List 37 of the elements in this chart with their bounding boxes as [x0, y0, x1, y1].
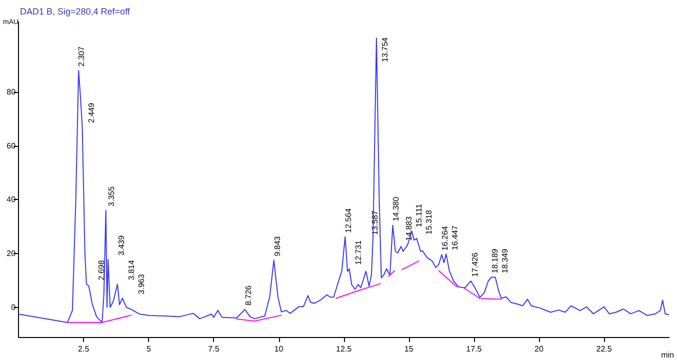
annotation: 13.754 — [380, 36, 390, 62]
annotation: 2.449 — [87, 102, 96, 123]
annotation: 14.883 — [404, 216, 414, 241]
annotation: 8.726 — [244, 284, 254, 306]
x-tick-label: 2.5 — [78, 344, 90, 354]
x-tick-label: 15 — [404, 344, 414, 354]
annotation: 15.111 — [414, 203, 424, 228]
line-series — [18, 38, 670, 323]
x-axis-title: min — [661, 350, 674, 360]
annotation: 9.843 — [273, 236, 282, 256]
annotation: 14.380 — [391, 196, 400, 222]
annotation: 3.963 — [137, 274, 146, 294]
y-tick-label: 20 — [6, 249, 16, 258]
annotation: 18.349 — [500, 248, 510, 274]
annotation: 12.564 — [344, 208, 353, 233]
x-tick-label: 10 — [274, 344, 284, 354]
annotation: 15.318 — [424, 209, 434, 234]
y-tick-label: 40 — [6, 195, 16, 204]
annotation: 18.189 — [490, 248, 500, 274]
annotation: 12.731 — [354, 240, 363, 265]
y-tick-label: 80 — [6, 88, 16, 96]
annotation: 3.355 — [107, 186, 116, 206]
x-tick-label: 20 — [534, 344, 544, 354]
x-tick-label: 22.5 — [596, 344, 612, 354]
annotation: 17.426 — [470, 252, 480, 277]
y-tick-label: 60 — [6, 141, 16, 150]
annotation: 16.264 — [440, 226, 450, 251]
x-tick-label: 5 — [146, 344, 152, 354]
annotation: 2.698 — [97, 260, 106, 280]
annotation: 3.814 — [127, 260, 136, 280]
x-tick-label: 7.5 — [208, 344, 220, 354]
chart-title: DAD1 B, Sig=280,4 Ref=off — [20, 6, 130, 16]
annotation: 16.447 — [450, 225, 460, 250]
x-tick-label: 12.5 — [336, 344, 352, 354]
annotation: 2.307 — [77, 46, 86, 66]
annotation: 3.439 — [117, 234, 126, 256]
x-tick-label: 17.5 — [466, 344, 482, 354]
